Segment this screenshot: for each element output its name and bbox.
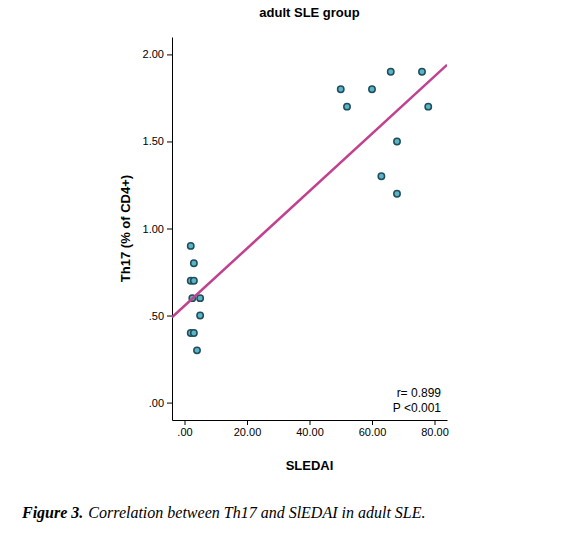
y-axis-title: Th17 (% of CD4+) (118, 175, 133, 282)
chart-title: adult SLE group (259, 5, 359, 20)
tick: .50 (149, 310, 172, 322)
point (194, 347, 200, 353)
annotation: r= 0.899 (397, 386, 442, 400)
tick-mark (167, 229, 172, 230)
x-axis-title: SLEDAI (286, 458, 334, 473)
tick-mark (167, 403, 172, 404)
tick-label: 1.00 (143, 223, 164, 235)
tick-mark (185, 420, 186, 425)
y-axis: .00 .50 1.00 1.50 2.00 (143, 38, 173, 421)
tick-label: .50 (149, 310, 164, 322)
tick-mark (167, 316, 172, 317)
caption-text: Correlation between Th17 and SlEDAI in a… (88, 504, 425, 521)
point (394, 138, 400, 144)
tick-label: .00 (149, 397, 164, 409)
plot-area (172, 65, 447, 354)
tick-label: 40.00 (296, 426, 324, 438)
annotation: P <0.001 (393, 401, 441, 415)
point (191, 260, 197, 266)
tick: 20.00 (234, 420, 262, 438)
point (191, 330, 197, 336)
tick: 80.00 (421, 420, 449, 438)
tick: 2.00 (143, 48, 172, 60)
tick-label: 20.00 (234, 426, 262, 438)
tick-mark (435, 420, 436, 425)
caption-label: Figure 3. (21, 504, 83, 522)
point (425, 103, 431, 109)
point (378, 173, 384, 179)
tick-mark (167, 141, 172, 142)
tick-label: 60.00 (359, 426, 387, 438)
point (419, 69, 425, 75)
fit-line (172, 65, 447, 317)
tick-mark (310, 420, 311, 425)
tick-label: 1.50 (143, 135, 164, 147)
tick-label: .00 (177, 426, 192, 438)
tick-mark (167, 54, 172, 55)
point (344, 103, 350, 109)
tick: 40.00 (296, 420, 324, 438)
point (388, 69, 394, 75)
tick-mark (372, 420, 373, 425)
tick-label: 2.00 (143, 48, 164, 60)
tick: 60.00 (359, 420, 387, 438)
tick: .00 (149, 397, 172, 409)
tick: 1.50 (143, 135, 172, 147)
chart: adult SLE group.0020.0040.0060.0080.00.0… (0, 0, 563, 534)
tick: 1.00 (143, 223, 172, 235)
point (188, 243, 194, 249)
axis-line (172, 38, 173, 421)
point (191, 278, 197, 284)
point (197, 312, 203, 318)
point (197, 295, 203, 301)
caption: Figure 3. Correlation between Th17 and Sl… (21, 504, 426, 522)
point (338, 86, 344, 92)
point (369, 86, 375, 92)
tick: .00 (177, 420, 192, 438)
tick-label: 80.00 (421, 426, 449, 438)
tick-mark (247, 420, 248, 425)
x-axis: .00 20.00 40.00 60.00 80.00 (173, 420, 449, 438)
point (394, 190, 400, 196)
